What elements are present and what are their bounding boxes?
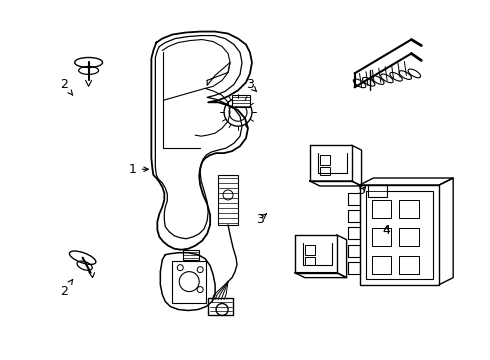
Bar xyxy=(371,256,392,274)
Text: 2: 2 xyxy=(60,78,73,95)
Text: 2: 2 xyxy=(60,279,73,298)
Bar xyxy=(305,257,315,265)
Text: 5: 5 xyxy=(358,184,366,197)
Bar xyxy=(366,191,433,279)
Bar xyxy=(399,256,419,274)
Text: 3: 3 xyxy=(246,78,257,92)
Bar xyxy=(232,95,250,107)
Text: 1: 1 xyxy=(129,163,148,176)
Bar xyxy=(371,200,392,218)
Bar xyxy=(305,245,315,255)
Text: 4: 4 xyxy=(383,224,391,237)
Bar xyxy=(183,250,199,260)
Bar xyxy=(399,228,419,246)
Bar xyxy=(319,155,330,165)
Text: 3: 3 xyxy=(256,213,267,226)
Bar xyxy=(368,185,388,197)
Bar xyxy=(208,298,233,315)
Bar xyxy=(371,228,392,246)
Bar xyxy=(172,261,206,302)
Bar xyxy=(218,175,238,225)
Bar xyxy=(319,167,330,175)
Bar xyxy=(399,200,419,218)
